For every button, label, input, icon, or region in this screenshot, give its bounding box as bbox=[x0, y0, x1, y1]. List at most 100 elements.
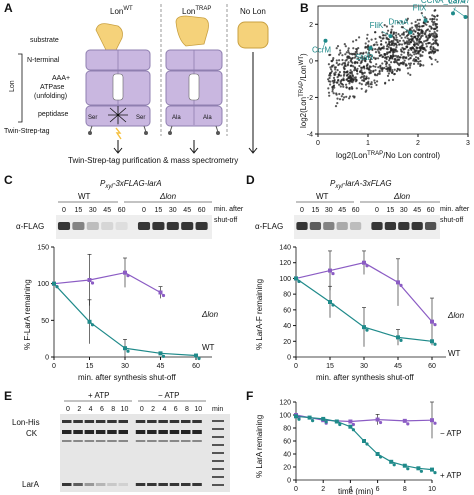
b-point bbox=[417, 60, 420, 63]
xtick-label: 45 bbox=[394, 363, 402, 370]
b-point bbox=[407, 62, 411, 65]
b-point bbox=[396, 50, 399, 53]
arrow-1 bbox=[113, 140, 123, 154]
ytick-label: 20 bbox=[283, 339, 291, 346]
b-point bbox=[336, 45, 340, 48]
b-point bbox=[346, 78, 349, 81]
blot-band bbox=[398, 222, 410, 230]
b-point bbox=[374, 48, 377, 51]
b-point bbox=[388, 50, 391, 54]
b-point bbox=[387, 46, 390, 49]
b-point bbox=[368, 72, 371, 75]
b-point bbox=[330, 68, 333, 71]
data-point bbox=[379, 455, 383, 459]
b-point bbox=[385, 60, 388, 64]
lara-band bbox=[147, 483, 157, 486]
lane-label: 30 bbox=[169, 207, 177, 214]
e-gel-image bbox=[60, 414, 230, 492]
b-point bbox=[345, 83, 348, 86]
b-point bbox=[332, 92, 335, 95]
b-point bbox=[432, 21, 435, 24]
lane-label: 6 bbox=[100, 406, 104, 413]
xtick-label: 15 bbox=[86, 363, 94, 370]
b-point bbox=[392, 51, 395, 54]
data-point bbox=[379, 420, 383, 425]
data-point bbox=[399, 338, 403, 342]
b-point bbox=[334, 105, 338, 108]
b-point bbox=[382, 37, 385, 40]
minor-band bbox=[135, 440, 146, 442]
b-point bbox=[337, 73, 340, 76]
degradation-spark bbox=[115, 127, 122, 140]
ladder-band bbox=[212, 444, 224, 446]
minor-band bbox=[181, 440, 191, 442]
b-point bbox=[386, 51, 389, 54]
b-point bbox=[360, 66, 364, 69]
minor-band bbox=[84, 440, 95, 442]
c-plot-area bbox=[54, 247, 214, 357]
b-point bbox=[385, 57, 388, 61]
b-xtick-label: 3 bbox=[466, 140, 470, 147]
b-label-leader bbox=[381, 31, 391, 37]
b-plot-frame bbox=[317, 5, 469, 135]
d-series-dlon-label: Δlon bbox=[447, 311, 465, 320]
b-xtick-label: 0 bbox=[316, 140, 320, 147]
series-line bbox=[295, 414, 433, 423]
blot-band bbox=[72, 222, 85, 230]
b-point bbox=[355, 48, 358, 51]
b-point bbox=[339, 49, 342, 52]
b-point bbox=[377, 50, 380, 53]
b-point bbox=[354, 76, 357, 79]
lon-bracket bbox=[18, 53, 23, 123]
b-point bbox=[434, 58, 437, 61]
d-series bbox=[294, 250, 437, 347]
b-point bbox=[374, 37, 377, 41]
b-point bbox=[356, 61, 359, 64]
ytick-label: 150 bbox=[37, 245, 49, 252]
lane-label: 60 bbox=[118, 207, 126, 214]
b-point bbox=[367, 85, 370, 88]
b-point bbox=[366, 33, 369, 36]
minor-band bbox=[62, 440, 72, 442]
d-series-wt-label: WT bbox=[448, 349, 461, 358]
b-point bbox=[406, 37, 409, 40]
b-point bbox=[345, 51, 348, 54]
minor-band bbox=[107, 440, 117, 442]
b-point bbox=[406, 67, 409, 70]
b-point bbox=[389, 31, 393, 34]
ser-right: Ser bbox=[136, 115, 145, 121]
b-point bbox=[359, 70, 362, 74]
b-point bbox=[374, 69, 377, 72]
b-point bbox=[372, 70, 375, 73]
lane-label: 0 bbox=[300, 207, 304, 214]
b-point bbox=[418, 18, 421, 21]
lontrap-complex: Ala Ala bbox=[165, 15, 223, 135]
panel-c: C Pxyl-3xFLAG-larA WT Δlon 0 15 30 45 60 0 15 3… bbox=[4, 173, 244, 382]
lonhis-band bbox=[147, 420, 157, 423]
b-point bbox=[414, 30, 417, 33]
b-point bbox=[359, 76, 362, 79]
data-point bbox=[123, 270, 127, 275]
b-point bbox=[360, 56, 363, 59]
b-point bbox=[344, 65, 347, 68]
ck-band bbox=[118, 430, 128, 434]
b-point bbox=[388, 66, 391, 69]
b-point bbox=[425, 29, 428, 32]
b-point bbox=[407, 51, 410, 54]
ladder-band bbox=[212, 484, 224, 486]
b-point bbox=[356, 72, 359, 75]
b-point bbox=[372, 65, 375, 68]
b-point bbox=[387, 29, 390, 32]
b-point bbox=[365, 75, 368, 78]
data-point bbox=[311, 419, 315, 423]
b-point bbox=[434, 32, 437, 35]
b-point bbox=[431, 14, 434, 17]
b-point bbox=[348, 97, 351, 100]
d-lane-labels: 0 15 30 45 60 0 15 30 45 60 bbox=[300, 207, 435, 214]
b-point bbox=[365, 37, 369, 40]
b-point bbox=[363, 71, 366, 74]
b-point bbox=[434, 36, 437, 39]
b-point bbox=[349, 74, 352, 77]
b-point bbox=[336, 102, 339, 105]
b-point bbox=[425, 45, 428, 48]
